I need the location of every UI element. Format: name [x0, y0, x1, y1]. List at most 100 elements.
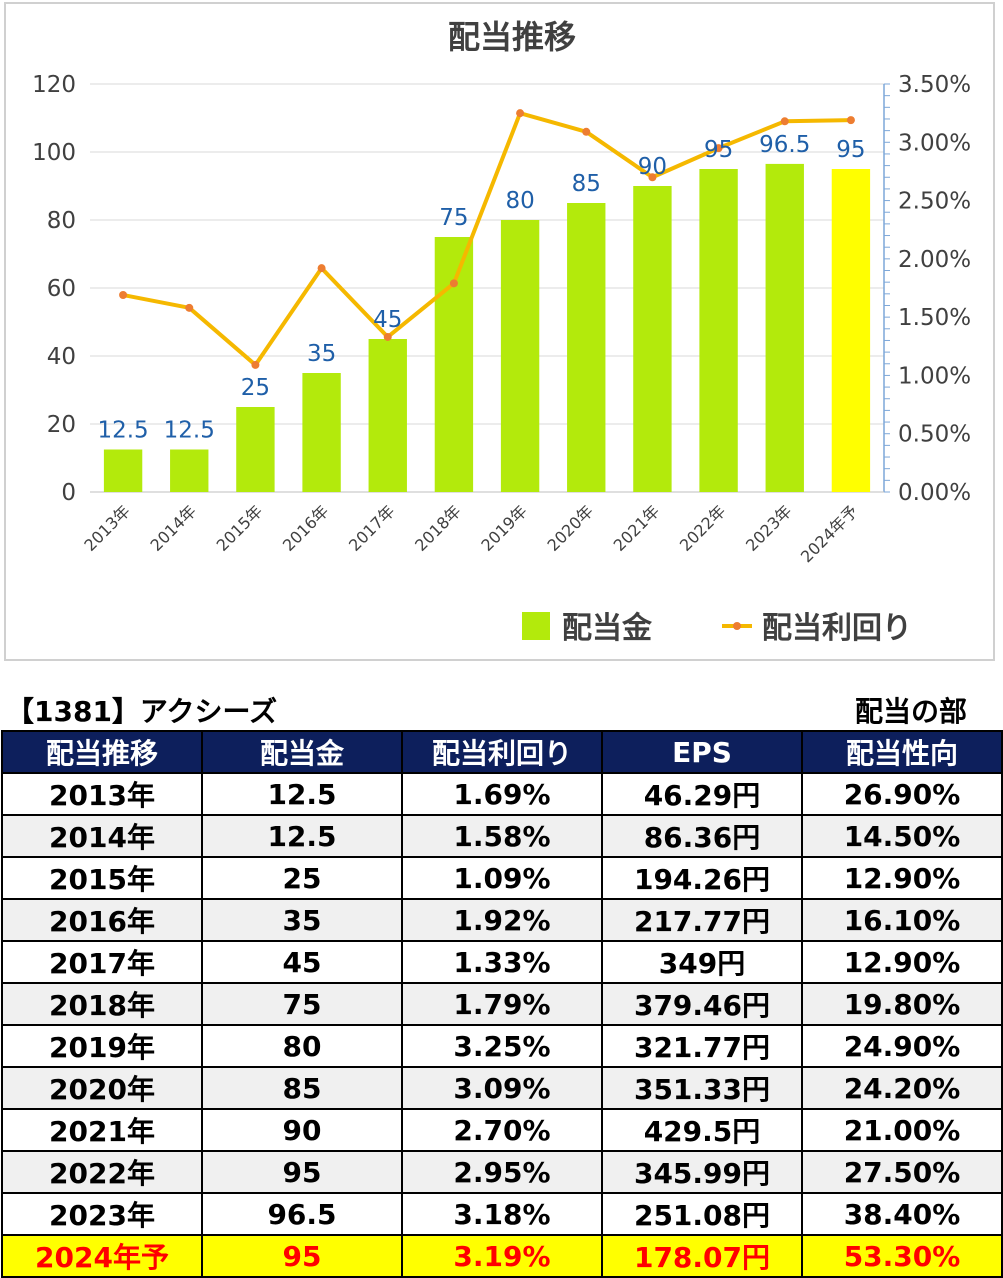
cell-dividend: 90	[201, 1108, 403, 1152]
yield-point	[383, 332, 392, 341]
table-row: 2015年 25 1.09% 194.26円 12.90%	[1, 856, 1003, 900]
x-tick-label: 2017年	[345, 501, 399, 555]
cell-year: 2013年	[1, 772, 203, 816]
cell-yield: 2.95%	[401, 1150, 603, 1194]
yield-point	[582, 127, 591, 136]
y-right-tick-label: 1.00%	[898, 363, 971, 389]
cell-dividend: 12.5	[201, 772, 403, 816]
y-right-tick-label: 3.50%	[898, 72, 971, 98]
cell-dividend: 35	[201, 898, 403, 942]
table-row: 2014年 12.5 1.58% 86.36円 14.50%	[1, 814, 1003, 858]
col-header-year: 配当推移	[1, 730, 203, 774]
cell-eps: 321.77円	[601, 1024, 803, 1068]
cell-eps: 86.36円	[601, 814, 803, 858]
bar	[236, 407, 275, 492]
x-tick-label: 2015年	[213, 501, 267, 555]
legend-label-dividend: 配当金	[562, 611, 653, 646]
cell-dividend: 25	[201, 856, 403, 900]
dividend-table: 配当推移 配当金 配当利回り EPS 配当性向 2013年 12.5 1.69% 46…	[1, 730, 1003, 1278]
cell-payout: 24.90%	[801, 1024, 1003, 1068]
bar-data-labels: 12.5 12.5 25 35 45 75 80 85 90 95 96.5 95	[97, 132, 865, 444]
yield-point	[714, 144, 723, 153]
col-header-eps: EPS	[601, 730, 803, 774]
cell-dividend: 95	[201, 1234, 403, 1278]
cell-eps: 251.08円	[601, 1192, 803, 1236]
chart-container: 配当推移 0 20 40 60 80 100 120 0.00% 0.50% 1.00% 1.50%…	[4, 2, 995, 661]
line-series	[119, 109, 855, 369]
y-left-tick-label: 60	[47, 276, 76, 302]
yield-point	[648, 173, 657, 182]
cell-payout: 12.90%	[801, 856, 1003, 900]
cell-year: 2014年	[1, 814, 203, 858]
table-row: 2013年 12.5 1.69% 46.29円 26.90%	[1, 772, 1003, 816]
y-left-tick-label: 40	[47, 344, 76, 370]
cell-year: 2024年予	[1, 1234, 203, 1278]
x-tick-label: 2023年	[742, 501, 796, 555]
cell-payout: 19.80%	[801, 982, 1003, 1026]
cell-year: 2017年	[1, 940, 203, 984]
cell-year: 2020年	[1, 1066, 203, 1110]
table-row: 2023年 96.5 3.18% 251.08円 38.40%	[1, 1192, 1003, 1236]
x-tick-label: 2014年	[147, 501, 201, 555]
y-right-tick-label: 3.00%	[898, 130, 971, 156]
bar	[831, 169, 871, 492]
cell-payout: 21.00%	[801, 1108, 1003, 1152]
x-tick-label: 2021年	[610, 501, 664, 555]
cell-dividend: 96.5	[201, 1192, 403, 1236]
bar	[170, 449, 209, 492]
cell-payout: 53.30%	[801, 1234, 1003, 1278]
bar-value-label: 45	[373, 307, 402, 333]
x-tick-label: 2019年	[477, 501, 531, 555]
cell-yield: 1.09%	[401, 856, 603, 900]
y-right-tick-label: 0.00%	[898, 480, 971, 506]
bar-value-label: 12.5	[164, 418, 215, 444]
cell-eps: 379.46円	[601, 982, 803, 1026]
cell-yield: 3.25%	[401, 1024, 603, 1068]
bar-value-label: 90	[638, 154, 667, 180]
cell-year: 2015年	[1, 856, 203, 900]
bar-value-label: 95	[704, 137, 733, 163]
cell-yield: 3.09%	[401, 1066, 603, 1110]
cell-yield: 1.79%	[401, 982, 603, 1026]
cell-yield: 3.18%	[401, 1192, 603, 1236]
cell-eps: 194.26円	[601, 856, 803, 900]
cell-eps: 345.99円	[601, 1150, 803, 1194]
cell-payout: 14.50%	[801, 814, 1003, 858]
yield-line	[122, 111, 851, 367]
y-left-tick-label: 0	[61, 480, 76, 506]
y-left-tick-label: 100	[32, 140, 76, 166]
cell-year: 2022年	[1, 1150, 203, 1194]
y-left-tick-label: 80	[47, 208, 76, 234]
cell-payout: 38.40%	[801, 1192, 1003, 1236]
cell-payout: 24.20%	[801, 1066, 1003, 1110]
cell-payout: 16.10%	[801, 898, 1003, 942]
legend-label-yield: 配当利回り	[762, 611, 912, 646]
cell-payout: 26.90%	[801, 772, 1003, 816]
cell-yield: 1.69%	[401, 772, 603, 816]
table-row: 2020年 85 3.09% 351.33円 24.20%	[1, 1066, 1003, 1110]
table-row: 2019年 80 3.25% 321.77円 24.90%	[1, 1024, 1003, 1068]
chart-title: 配当推移	[448, 18, 576, 56]
x-tick-label: 2022年	[676, 501, 730, 555]
table-header-row: 配当推移 配当金 配当利回り EPS 配当性向	[1, 730, 1003, 774]
cell-year: 2018年	[1, 982, 203, 1026]
legend-swatch-marker	[733, 622, 741, 630]
cell-dividend: 45	[201, 940, 403, 984]
legend-swatch-bar	[522, 612, 550, 640]
cell-yield: 1.58%	[401, 814, 603, 858]
yield-point	[317, 264, 326, 273]
bar-value-label: 35	[307, 341, 336, 367]
y-left-tick-label: 120	[32, 72, 76, 98]
cell-dividend: 95	[201, 1150, 403, 1194]
cell-dividend: 80	[201, 1024, 403, 1068]
bar-value-label: 12.5	[97, 418, 148, 444]
bar-value-label: 95	[836, 137, 865, 163]
y-right-tick-label: 2.50%	[898, 189, 971, 215]
x-tick-label: 2013年	[80, 501, 134, 555]
bar	[434, 237, 474, 492]
y-right-tick-label: 2.00%	[898, 247, 971, 273]
x-tick-label: 2016年	[279, 501, 333, 555]
col-header-yield: 配当利回り	[401, 730, 603, 774]
bar-value-label: 75	[439, 205, 468, 231]
cell-year: 2023年	[1, 1192, 203, 1236]
